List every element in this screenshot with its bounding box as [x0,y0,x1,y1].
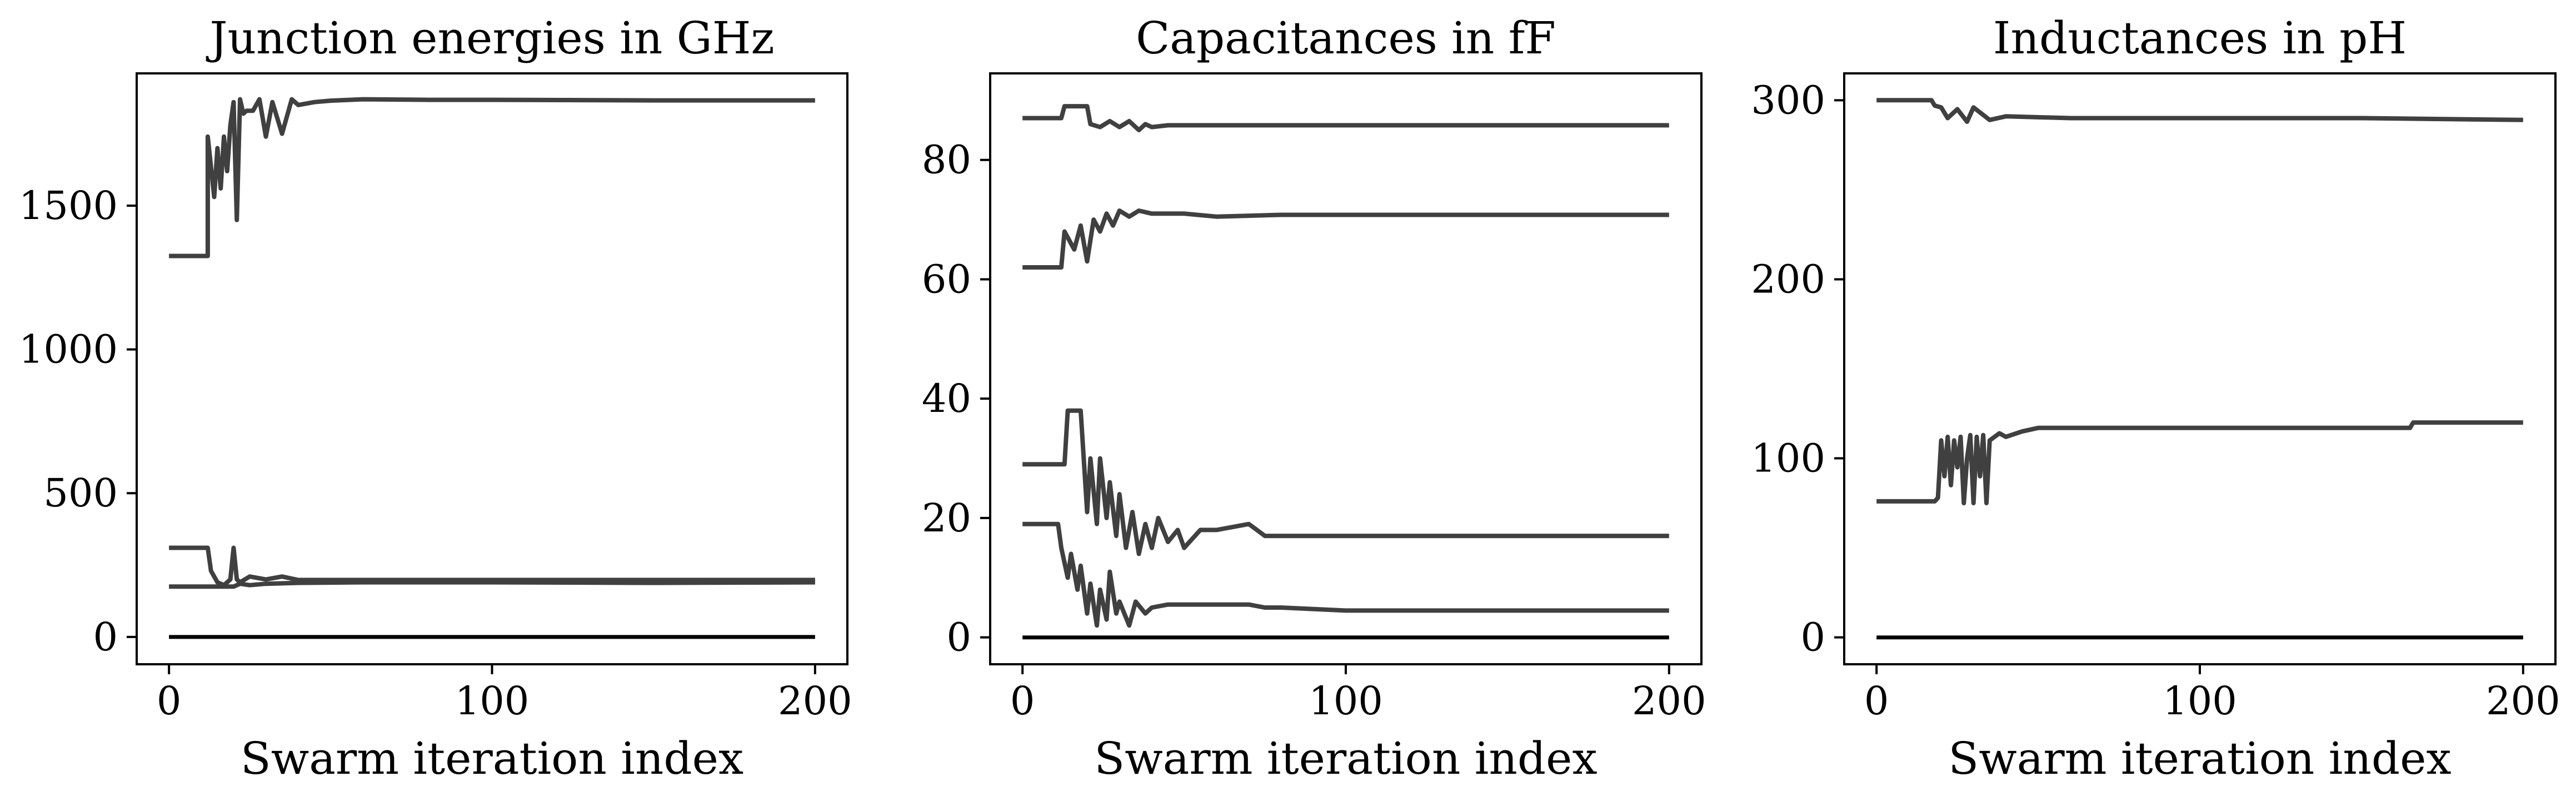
capacitances-y-tick-label: 60 [922,256,971,302]
capacitances-title: Capacitances in fF [1136,12,1556,64]
junction-energies-x-tick-label: 200 [778,678,852,724]
inductances-y-tick-label: 200 [1751,256,1825,302]
junction-energies-y-tick-label: 1000 [19,327,118,372]
inductances-series-2 [1876,420,2523,506]
capacitances-series-4 [1022,521,1669,628]
junction-energies-panel: 0 100 200 0 500 1000 1500 Junction energies in … [19,12,852,784]
capacitances-x-tick-label: 0 [1010,678,1035,724]
capacitances-series-3 [1022,408,1669,556]
capacitances-x-tick-label: 200 [1632,678,1706,724]
capacitances-series-2 [1022,208,1669,270]
capacitances-x-axis-label: Swarm iteration index [1094,733,1597,784]
inductances-x-tick-label: 100 [2163,678,2237,724]
inductances-y-tick-label: 0 [1800,615,1825,660]
inductances-x-tick-label: 200 [2486,678,2560,724]
junction-energies-y-tick-label: 1500 [19,183,118,228]
junction-energies-series-3 [169,580,815,589]
junction-energies-series-group [169,97,815,639]
junction-energies-x-tick-label: 0 [157,678,182,724]
inductances-series-1 [1876,98,2523,124]
capacitances-y-tick-label: 40 [922,376,971,421]
capacitances-y-tick-label: 20 [922,495,971,541]
junction-energies-series-1 [169,97,815,258]
inductances-y-tick-label: 100 [1751,436,1825,481]
junction-energies-x-tick-label: 100 [455,678,530,724]
junction-energies-title: Junction energies in GHz [206,12,774,64]
capacitances-series-1 [1022,104,1669,132]
inductances-title: Inductances in pH [1993,12,2407,64]
inductances-panel: 0 100 200 0 100 200 300 Inductances in pH Swarm … [1751,12,2560,784]
inductances-x-tick-label: 0 [1864,678,1889,724]
inductances-series-group [1876,98,2523,640]
junction-energies-x-axis-label: Swarm iteration index [241,733,743,784]
junction-energies-y-tick-label: 0 [93,614,118,660]
capacitances-y-tick-label: 80 [922,137,971,183]
junction-energies-series-2 [169,545,815,588]
junction-energies-y-tick-label: 500 [43,470,118,516]
capacitances-panel: 0 100 200 0 20 40 60 80 Capacitances in fF Swarm … [922,12,1706,784]
inductances-x-axis-label: Swarm iteration index [1948,733,2451,784]
inductances-y-tick-label: 300 [1751,77,1825,123]
capacitances-y-tick-label: 0 [946,615,971,660]
capacitances-x-tick-label: 100 [1309,678,1383,724]
capacitances-series-group [1022,104,1669,640]
